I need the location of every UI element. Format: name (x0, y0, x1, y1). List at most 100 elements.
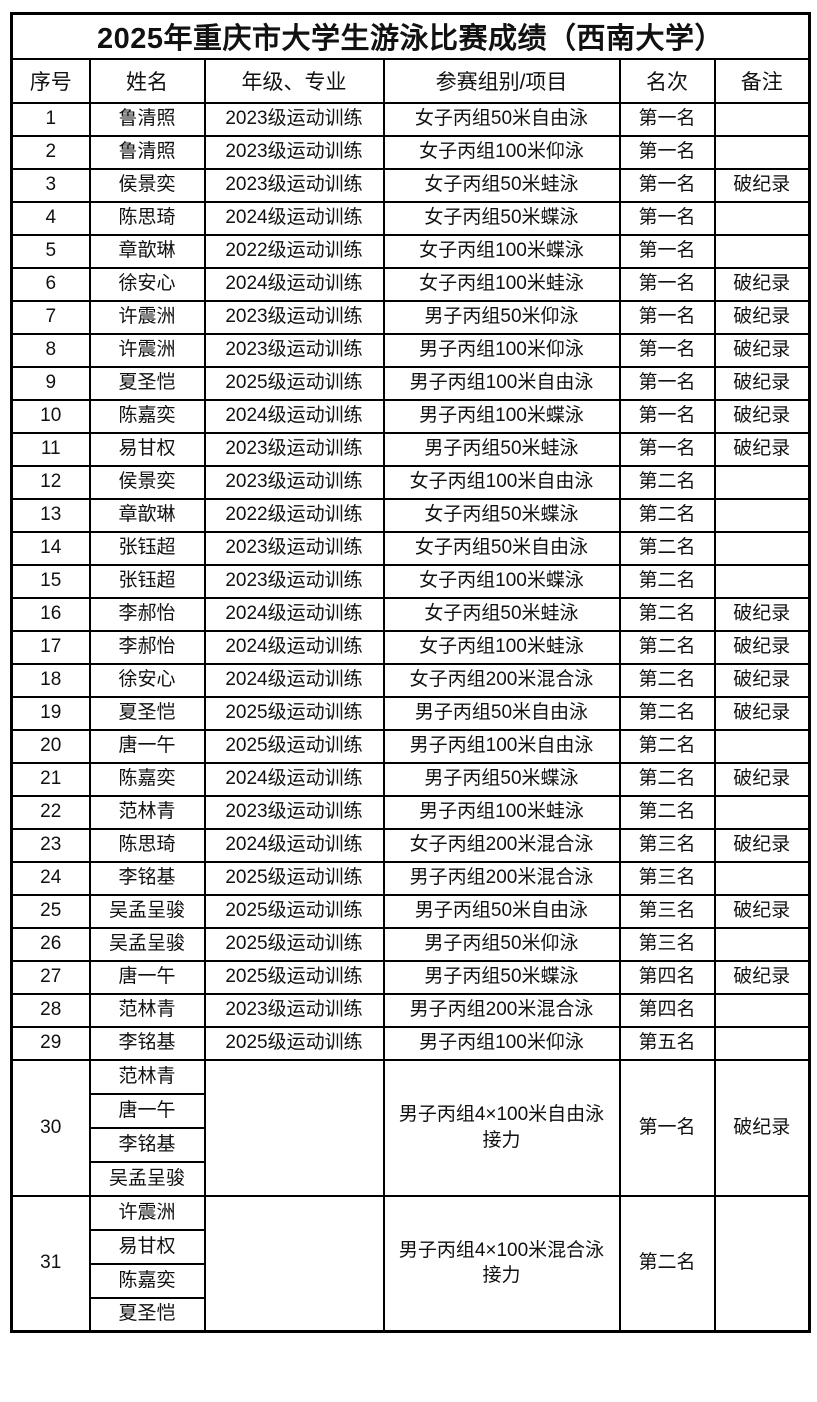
cell-grade: 2024级运动训练 (203, 827, 385, 863)
cell-no: 8 (10, 332, 91, 368)
cell-no: 13 (10, 497, 91, 533)
cell-no: 12 (10, 464, 91, 500)
cell-name: 易甘权 (88, 1228, 206, 1265)
cell-grade: 2025级运动训练 (203, 695, 385, 731)
cell-name: 陈嘉奕 (88, 761, 206, 797)
cell-name: 徐安心 (88, 662, 206, 698)
cell-rank: 第一名 (618, 200, 716, 236)
cell-grade (203, 1058, 385, 1197)
table-row: 夏圣恺 (12, 1296, 810, 1333)
cell-no: 20 (10, 728, 91, 764)
cell-rank: 第一名 (618, 365, 716, 401)
cell-grade: 2023级运动训练 (203, 167, 385, 203)
cell-rank: 第一名 (618, 134, 716, 170)
results-table-body: 1 鲁清照 2023级运动训练 女子丙组50米自由泳 第一名 2 鲁清照 2023级运动训练女… (10, 101, 811, 1333)
cell-rank: 第一名 (618, 1058, 716, 1197)
cell-event: 女子丙组200米混合泳 (382, 827, 621, 863)
table-row: 15 张钰超 2023级运动训练 女子丙组100米蝶泳 第二名 (10, 563, 811, 599)
cell-note: 破纪录 (713, 629, 811, 665)
cell-name: 徐安心 (88, 266, 206, 302)
cell-no: 21 (10, 761, 91, 797)
cell-grade: 2023级运动训练 (203, 134, 385, 170)
cell-no: 29 (10, 1025, 91, 1061)
cell-grade: 2025级运动训练 (203, 926, 385, 962)
cell-rank: 第一名 (618, 266, 716, 302)
cell-note (713, 728, 811, 764)
cell-event: 女子丙组50米自由泳 (382, 101, 621, 137)
table-row: 1 鲁清照 2023级运动训练 女子丙组50米自由泳 第一名 (10, 101, 811, 137)
cell-note (713, 860, 811, 896)
cell-grade (203, 1194, 385, 1333)
cell-no: 10 (10, 398, 91, 434)
cell-note: 破纪录 (713, 761, 811, 797)
cell-no: 25 (10, 893, 91, 929)
cell-note: 破纪录 (713, 1058, 811, 1197)
cell-grade: 2022级运动训练 (203, 233, 385, 269)
cell-event: 男子丙组50米蛙泳 (382, 431, 621, 467)
cell-name: 鲁清照 (88, 134, 206, 170)
cell-note (713, 101, 811, 137)
header-row: 序号 姓名 年级、专业 参赛组别/项目 名次 备注 (10, 57, 811, 104)
table-row: 16 李郝怡 2024级运动训练 女子丙组50米蛙泳 第二名 破纪录 (10, 596, 811, 632)
cell-note (713, 200, 811, 236)
column-header-rank: 名次 (618, 57, 716, 104)
cell-grade: 2023级运动训练 (203, 299, 385, 335)
cell-grade: 2023级运动训练 (203, 563, 385, 599)
cell-grade: 2023级运动训练 (203, 794, 385, 830)
cell-no: 16 (10, 596, 91, 632)
cell-event: 男子丙组100米蝶泳 (382, 398, 621, 434)
cell-no: 9 (10, 365, 91, 401)
cell-event: 男子丙组100米蛙泳 (382, 794, 621, 830)
cell-event: 男子丙组50米蝶泳 (382, 959, 621, 995)
cell-grade: 2022级运动训练 (203, 497, 385, 533)
cell-name: 唐一午 (88, 1092, 206, 1129)
table-row: 4 陈思琦 2024级运动训练 女子丙组50米蝶泳 第一名 (10, 200, 811, 236)
cell-rank: 第一名 (618, 398, 716, 434)
cell-no: 31 (10, 1194, 91, 1333)
cell-name: 章歆琳 (88, 233, 206, 269)
cell-no: 23 (10, 827, 91, 863)
cell-note (713, 464, 811, 500)
table-row: 6 徐安心 2024级运动训练 女子丙组100米蛙泳 第一名 破纪录 (10, 266, 811, 302)
cell-rank: 第五名 (618, 1025, 716, 1061)
cell-note: 破纪录 (713, 167, 811, 203)
table-row: 13 章歆琳 2022级运动训练 女子丙组50米蝶泳 第二名 (10, 497, 811, 533)
cell-name: 章歆琳 (88, 497, 206, 533)
cell-rank: 第一名 (618, 431, 716, 467)
cell-grade: 2025级运动训练 (203, 959, 385, 995)
table-row: 陈嘉奕 (12, 1262, 810, 1299)
page-title: 2025年重庆市大学生游泳比赛成绩（西南大学） (10, 12, 811, 60)
cell-rank: 第一名 (618, 167, 716, 203)
table-row: 19 夏圣恺 2025级运动训练 男子丙组50米自由泳 第二名 破纪录 (10, 695, 811, 731)
cell-event: 男子丙组50米仰泳 (382, 299, 621, 335)
cell-no: 27 (10, 959, 91, 995)
column-header-name: 姓名 (88, 57, 206, 104)
table-row: 25 吴孟呈骏 2025级运动训练 男子丙组50米自由泳 第三名 破纪录 (10, 893, 811, 929)
cell-event: 女子丙组100米仰泳 (382, 134, 621, 170)
cell-no: 15 (10, 563, 91, 599)
cell-note (713, 134, 811, 170)
results-table: 2025年重庆市大学生游泳比赛成绩（西南大学） 序号 姓名 年级、专业 参赛组别… (10, 12, 812, 1333)
cell-grade: 2024级运动训练 (203, 266, 385, 302)
cell-note: 破纪录 (713, 431, 811, 467)
cell-no: 3 (10, 167, 91, 203)
cell-rank: 第二名 (618, 695, 716, 731)
cell-event: 女子丙组50米蛙泳 (382, 167, 621, 203)
cell-name: 陈嘉奕 (88, 1262, 206, 1299)
cell-note: 破纪录 (713, 299, 811, 335)
cell-event: 男子丙组200米混合泳 (382, 992, 621, 1028)
cell-grade: 2024级运动训练 (203, 596, 385, 632)
table-row: 24 李铭基 2025级运动训练 男子丙组200米混合泳 第三名 (10, 860, 811, 896)
cell-event: 男子丙组50米自由泳 (382, 893, 621, 929)
cell-rank: 第二名 (618, 530, 716, 566)
table-row: 26 吴孟呈骏 2025级运动训练 男子丙组50米仰泳 第三名 (10, 926, 811, 962)
cell-name: 李铭基 (88, 1025, 206, 1061)
column-header-no: 序号 (10, 57, 91, 104)
cell-name: 唐一午 (88, 728, 206, 764)
cell-rank: 第三名 (618, 827, 716, 863)
cell-rank: 第一名 (618, 101, 716, 137)
cell-note (713, 1025, 811, 1061)
cell-name: 易甘权 (88, 431, 206, 467)
cell-name: 侯景奕 (88, 167, 206, 203)
table-row: 27 唐一午 2025级运动训练 男子丙组50米蝶泳 第四名 破纪录 (10, 959, 811, 995)
